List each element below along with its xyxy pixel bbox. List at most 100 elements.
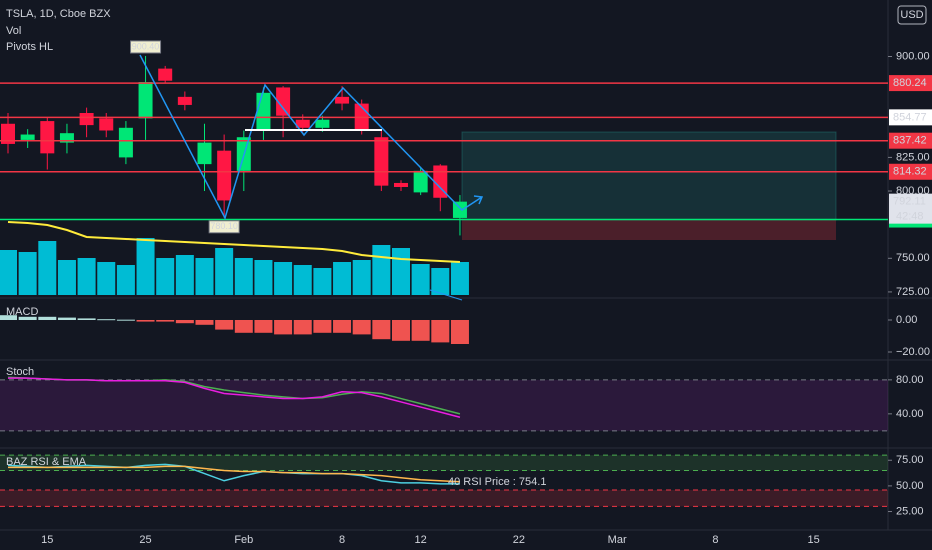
candle-body (158, 68, 173, 81)
macd-bar (333, 320, 352, 333)
candle-body (79, 113, 94, 126)
x-tick-label: Feb (234, 534, 253, 546)
volume-bar (38, 241, 57, 295)
candle-body (433, 165, 448, 198)
annotation-label: 780.10 (210, 221, 238, 231)
y-tick-label: 0.00 (896, 314, 917, 326)
annotation-label: 900.40 (132, 41, 160, 51)
annotation-box (208, 220, 240, 234)
symbol-title: TSLA, 1D, Cboe BZX (6, 8, 111, 20)
x-tick-label: 15 (41, 534, 53, 546)
price-label-box (889, 163, 932, 180)
volume-bar (431, 268, 450, 295)
candle-body (197, 142, 212, 165)
volume-ma-line (7, 221, 461, 263)
macd-bar (274, 320, 293, 335)
candle-body (256, 92, 271, 131)
candle-body (315, 119, 330, 128)
y-tick-label: −20.00 (896, 346, 930, 358)
x-tick-label: 15 (808, 534, 820, 546)
currency-button[interactable] (897, 5, 927, 25)
macd-bar (254, 320, 273, 333)
price-label: 880.24 (893, 77, 927, 89)
macd-bar (156, 320, 175, 322)
y-tick-label: 75.00 (896, 454, 924, 466)
candle-body (335, 96, 350, 104)
volume-bar (57, 260, 76, 295)
candle-body (99, 118, 114, 131)
indicator-line (7, 463, 460, 485)
volume-bar (352, 260, 371, 295)
y-tick-label: 25.00 (896, 505, 924, 517)
indicator-line (8, 465, 460, 483)
volume-bar (293, 265, 312, 295)
volume-bar (156, 258, 175, 295)
macd-bar (450, 320, 469, 344)
price-label-box (889, 132, 932, 149)
x-tick-label: 8 (339, 534, 345, 546)
price-label-box (889, 109, 932, 126)
countdown-label: 42:48 (896, 211, 924, 223)
pane-title: Stoch (6, 366, 34, 378)
arrow-head (473, 195, 484, 205)
candle-body (413, 170, 428, 193)
rsi-annotation: 40 RSI Price : 754.1 (448, 476, 546, 488)
macd-bar (392, 320, 410, 341)
macd-bar (352, 320, 371, 335)
zigzag-drawing (139, 54, 483, 220)
indicator-line (8, 377, 461, 418)
volume-bar (175, 255, 194, 295)
candle-body (276, 87, 291, 116)
candle-body (217, 150, 232, 201)
volume-bar (116, 265, 135, 295)
volume-bar (136, 238, 155, 295)
candle-body (118, 127, 133, 158)
x-tick-label: 12 (415, 534, 427, 546)
price-label: 837.42 (893, 135, 927, 147)
volume-bar (77, 258, 96, 295)
volume-bar (392, 248, 410, 295)
volume-bar (234, 258, 253, 295)
y-tick-label: 825.00 (896, 151, 930, 163)
macd-bar (18, 316, 37, 320)
price-label: 854.77 (893, 111, 927, 123)
macd-bar (234, 320, 253, 333)
last-price-label: 792.11 (893, 196, 926, 208)
volume-bar (313, 268, 332, 295)
volume-bar (0, 250, 17, 295)
y-tick-label: 725.00 (896, 286, 930, 298)
pane-title: MACD (6, 306, 38, 318)
x-tick-label: 8 (712, 534, 718, 546)
pane-title: BAZ RSI & EMA (6, 456, 87, 468)
y-tick-label: 40.00 (896, 408, 924, 420)
last-price-box (889, 193, 932, 224)
macd-bar (38, 316, 57, 320)
volume-bar (97, 262, 116, 295)
candle-body (295, 119, 310, 128)
macd-bar (0, 315, 17, 320)
indicator-label: Vol (6, 25, 21, 37)
loss-zone (462, 220, 836, 240)
currency-label[interactable]: USD (900, 9, 923, 21)
price-label-box (889, 75, 932, 92)
volume-bar (18, 252, 37, 295)
volume-bar (372, 245, 391, 295)
candle-body (394, 182, 408, 187)
macd-bar (372, 320, 391, 340)
profit-zone (461, 131, 837, 221)
macd-bar (215, 320, 234, 330)
y-tick-label: 900.00 (896, 50, 930, 62)
candle-body (177, 96, 192, 105)
x-tick-label: Mar (608, 534, 627, 546)
macd-bar (313, 320, 332, 333)
trend-drawing (429, 289, 463, 301)
candle-body (1, 123, 15, 144)
macd-bar (77, 318, 96, 320)
macd-bar (431, 320, 450, 343)
macd-bar (293, 320, 312, 335)
y-tick-label: 50.00 (896, 480, 924, 492)
candle-body (40, 121, 55, 154)
price-label: 814.32 (893, 166, 927, 178)
macd-bar (57, 317, 76, 320)
